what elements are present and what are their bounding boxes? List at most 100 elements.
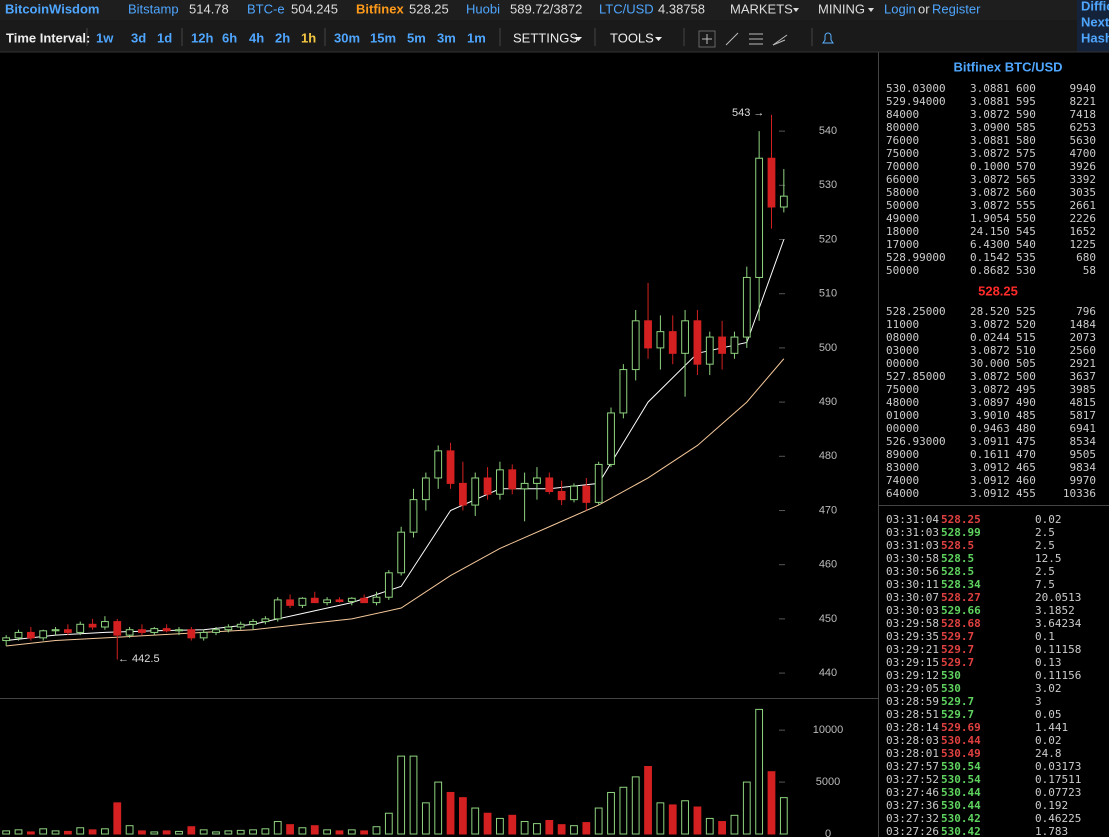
interval[interactable]: 4h xyxy=(249,30,264,45)
book-level: 515 xyxy=(1016,331,1036,344)
volume-bar xyxy=(742,781,751,835)
volume-bar xyxy=(26,831,35,835)
trade-amount: 3.02 xyxy=(1035,682,1062,695)
book-total: 3926 xyxy=(1070,160,1097,173)
book-level: 465 xyxy=(1016,461,1036,474)
side-link[interactable]: Hash xyxy=(1081,30,1109,45)
book-total: 6253 xyxy=(1070,121,1097,134)
tool-menu[interactable]: SETTINGS xyxy=(513,30,578,45)
volume-bar xyxy=(705,817,714,835)
book-level: 475 xyxy=(1016,435,1036,448)
y-tick-label: 520 xyxy=(819,233,837,245)
volume-tick-label: 10000 xyxy=(813,724,844,736)
book-price: 49000 xyxy=(886,212,919,225)
ticker-name[interactable]: LTC/USD xyxy=(599,1,654,16)
candle-body xyxy=(162,628,171,632)
alert-icon[interactable] xyxy=(822,32,834,44)
book-title: Bitfinex BTC/USD xyxy=(953,59,1062,74)
book-price: 50000 xyxy=(886,199,919,212)
book-amount: 3.0872 xyxy=(970,186,1010,199)
book-level: 565 xyxy=(1016,173,1036,186)
volume-bar xyxy=(397,755,406,835)
or: or xyxy=(918,1,930,16)
interval[interactable]: 30m xyxy=(334,30,360,45)
volume-bar xyxy=(384,812,393,835)
volume-bar xyxy=(779,797,788,835)
book-price: 528.99000 xyxy=(886,251,946,264)
book-total: 3035 xyxy=(1070,186,1097,199)
trade-amount: 0.07723 xyxy=(1035,786,1081,799)
volume-bar xyxy=(63,830,72,835)
tool-icons xyxy=(698,30,834,48)
ticker-name[interactable]: Bitfinex xyxy=(356,1,404,16)
ticker-name[interactable]: BTC-e xyxy=(247,1,285,16)
book-amount: 0.8682 xyxy=(970,264,1010,277)
interval[interactable]: 3m xyxy=(437,30,456,45)
book-level: 580 xyxy=(1016,134,1036,147)
candle-body xyxy=(496,469,504,495)
trade-time: 03:27:46 xyxy=(886,786,939,799)
interval[interactable]: 2h xyxy=(275,30,290,45)
interval[interactable]: 1h xyxy=(301,30,316,45)
book-price: 76000 xyxy=(886,134,919,147)
candle-body xyxy=(570,485,578,501)
trade-time: 03:28:03 xyxy=(886,734,939,747)
interval[interactable]: 1m xyxy=(467,30,486,45)
book-price: 17000 xyxy=(886,238,919,251)
trade-time: 03:31:03 xyxy=(886,526,939,539)
trade-price: 530.54 xyxy=(941,760,981,773)
candle-body xyxy=(88,623,97,628)
trade-time: 03:28:14 xyxy=(886,721,939,734)
interval[interactable]: 12h xyxy=(191,30,213,45)
book-level: 540 xyxy=(1016,238,1036,251)
menu[interactable]: MARKETS xyxy=(730,1,793,16)
interval[interactable]: 3d xyxy=(131,30,146,45)
trade-price: 529.7 xyxy=(941,695,974,708)
trade-amount: 1.441 xyxy=(1035,721,1068,734)
interval[interactable]: 5m xyxy=(407,30,426,45)
y-tick-label: 530 xyxy=(819,179,837,191)
candle-body xyxy=(718,336,727,354)
interval[interactable]: 15m xyxy=(370,30,396,45)
ticker-name[interactable]: Bitstamp xyxy=(128,1,179,16)
volume-bar xyxy=(434,781,443,835)
book-total: 5630 xyxy=(1070,134,1097,147)
trade-price: 530.44 xyxy=(941,786,981,799)
ticker-name[interactable]: Huobi xyxy=(466,1,500,16)
volume-bar xyxy=(224,830,233,835)
candle-body xyxy=(150,628,159,633)
book-level: 500 xyxy=(1016,370,1036,383)
volume-bar xyxy=(508,814,517,835)
cross-tool[interactable] xyxy=(698,30,716,48)
brand[interactable]: BitcoinWisdom xyxy=(5,1,100,16)
book-total: 9970 xyxy=(1070,474,1097,487)
tool-menu[interactable]: TOOLS xyxy=(610,30,654,45)
side-link[interactable]: Next xyxy=(1081,14,1109,29)
volume-bar xyxy=(409,755,418,835)
side-link[interactable]: Diffic xyxy=(1081,0,1109,13)
book-amount: 3.0900 xyxy=(970,121,1010,134)
fib-tool[interactable] xyxy=(772,34,788,46)
line-tool[interactable] xyxy=(725,32,739,46)
book-amount: 3.0912 xyxy=(970,487,1010,500)
candle-body xyxy=(409,499,418,533)
book-total: 1484 xyxy=(1070,318,1097,331)
book-level: 585 xyxy=(1016,121,1036,134)
interval[interactable]: 1d xyxy=(157,30,172,45)
volume-bar xyxy=(323,829,332,835)
volume-bar xyxy=(2,830,11,835)
trade-time: 03:28:59 xyxy=(886,695,939,708)
book-level: 560 xyxy=(1016,186,1036,199)
book-total: 2921 xyxy=(1070,357,1097,370)
interval[interactable]: 1w xyxy=(96,30,114,45)
volume-bar xyxy=(175,830,183,835)
caret xyxy=(575,37,582,41)
book-amount: 28.520 xyxy=(970,305,1010,318)
trade-price: 529.7 xyxy=(941,643,974,656)
login[interactable]: Login xyxy=(884,1,916,16)
trade-amount: 12.5 xyxy=(1035,552,1062,565)
register[interactable]: Register xyxy=(932,1,981,16)
interval[interactable]: 6h xyxy=(222,30,237,45)
menu[interactable]: MINING xyxy=(818,1,865,16)
candle-body xyxy=(421,477,430,501)
